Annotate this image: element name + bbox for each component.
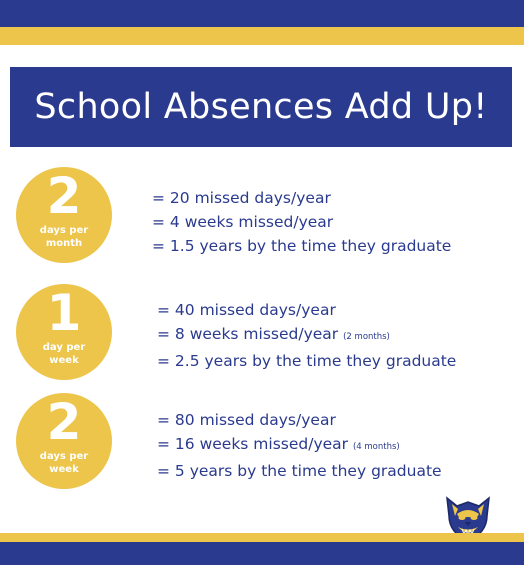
title-banner: School Absences Add Up! [10,67,512,147]
frequency-circle-1: 2 days per month [16,167,112,263]
impact-line: = 8 weeks missed/year (2 months) [157,325,390,343]
impact-line: = 16 weeks missed/year (4 months) [157,435,400,453]
page-title: School Absences Add Up! [34,87,488,127]
frequency-unit: day per week [42,342,86,366]
impact-list-1: = 20 missed days/year = 4 weeks missed/y… [152,186,451,258]
impact-list-2: = 40 missed days/year = 8 weeks missed/y… [157,298,456,373]
frequency-circle-2: 1 day per week [16,284,112,380]
frequency-circle-3: 2 days per week [16,393,112,489]
bottom-gold-band [0,533,524,542]
bottom-navy-band [0,542,524,565]
frequency-unit: days per week [39,451,89,475]
frequency-number: 1 [46,284,82,342]
frequency-number: 2 [46,167,82,225]
frequency-number: 2 [46,393,82,451]
impact-line: = 80 missed days/year [157,411,336,429]
impact-line: = 4 weeks missed/year [152,213,334,231]
impact-list-3: = 80 missed days/year = 16 weeks missed/… [157,408,442,483]
impact-line: = 20 missed days/year [152,189,331,207]
impact-line: = 1.5 years by the time they graduate [152,237,452,255]
impact-note: (2 months) [343,332,390,342]
frequency-unit: days per month [39,225,89,249]
impact-line: = 40 missed days/year [157,301,336,319]
top-gold-band [0,27,524,45]
top-navy-band [0,0,524,27]
impact-note: (4 months) [352,442,400,452]
impact-line: = 2.5 years by the time they graduate [157,352,457,370]
impact-line: = 5 years by the time they graduate [157,462,442,480]
